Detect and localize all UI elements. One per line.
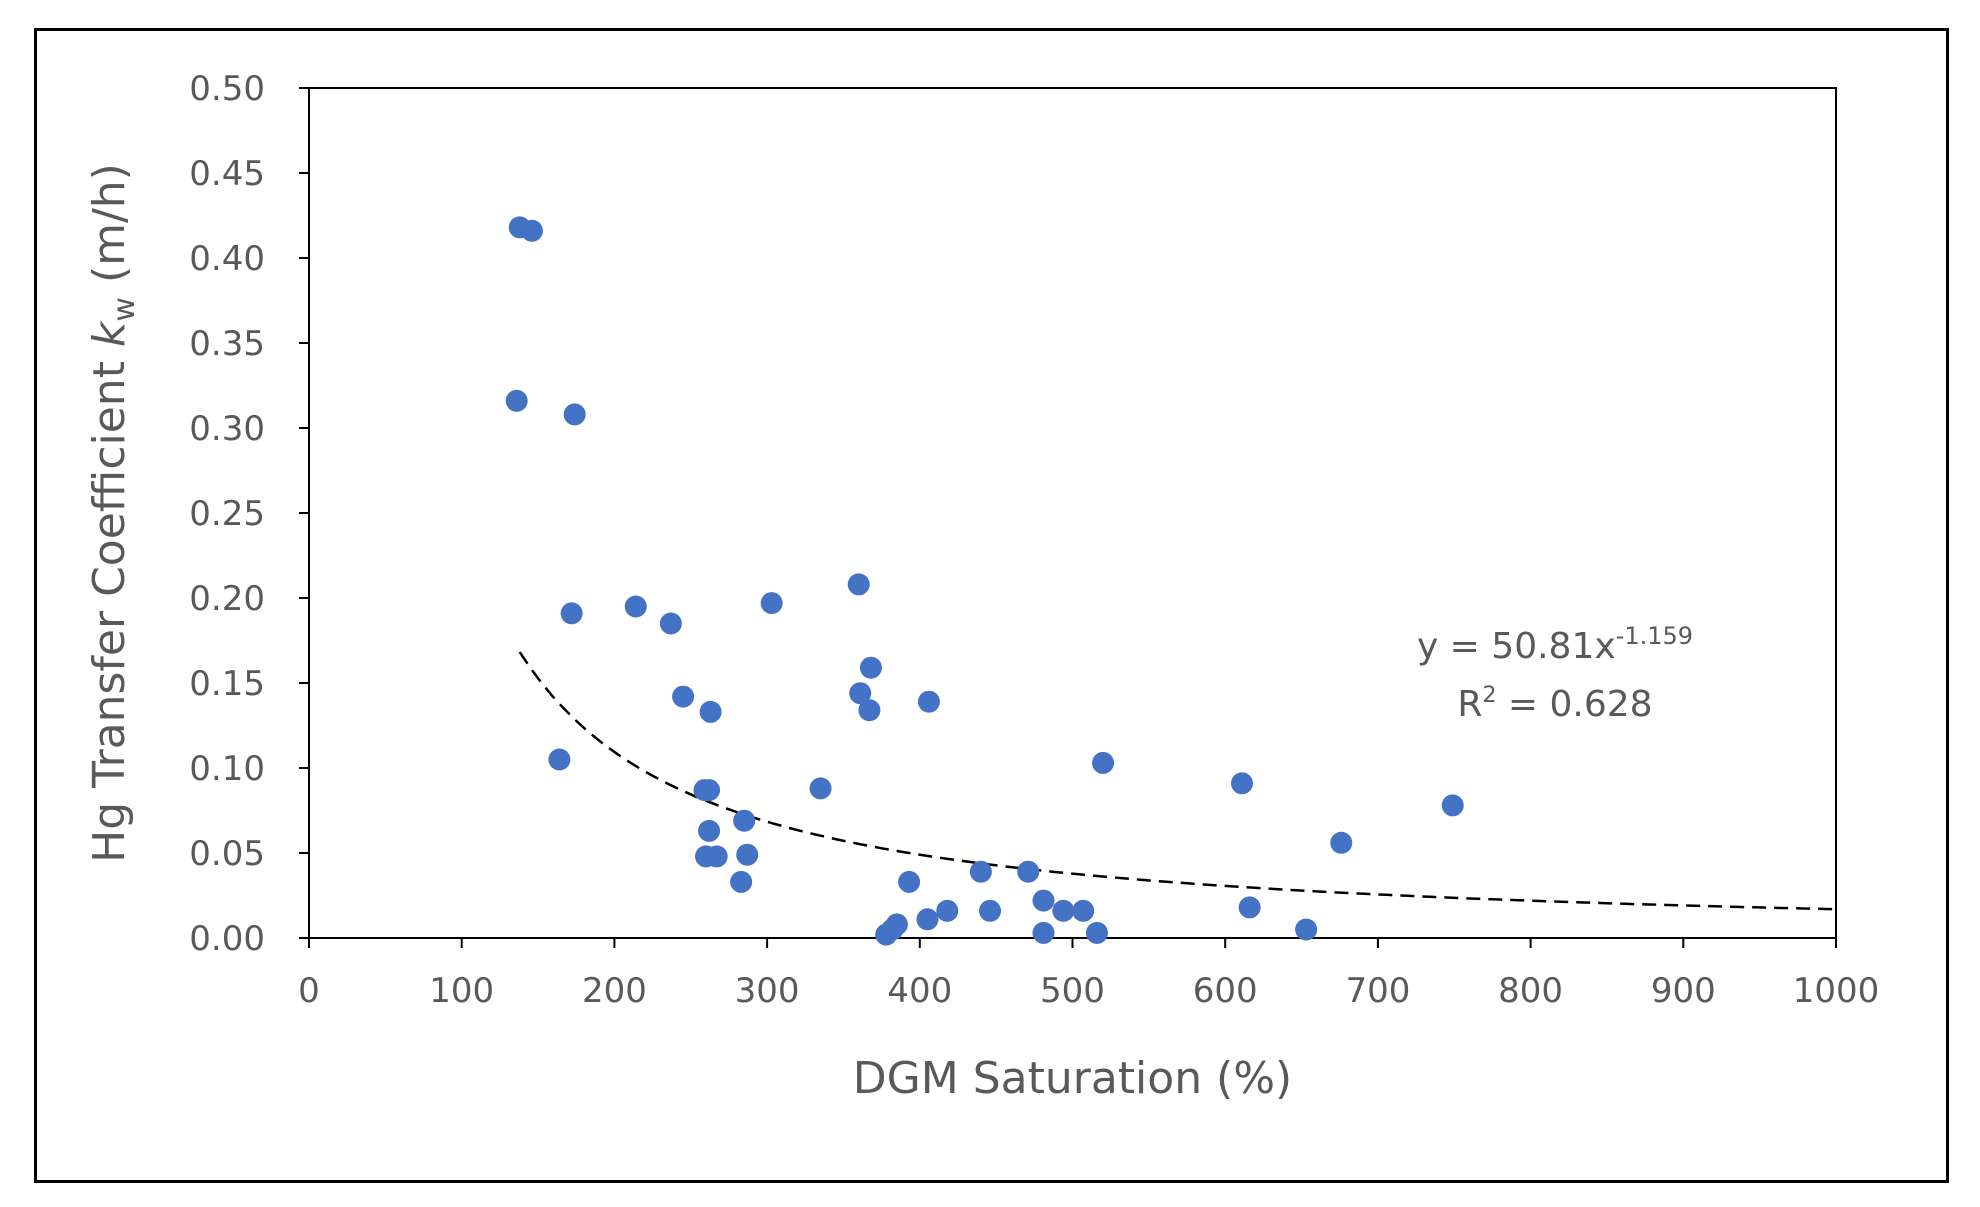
data-point [698, 819, 721, 842]
y-tick-label: 0.10 [189, 749, 265, 789]
y-tick-label: 0.20 [189, 579, 265, 619]
y-axis-title-symbol: k [84, 320, 135, 347]
equation-base: y = 50.81x [1417, 626, 1616, 667]
data-point [520, 219, 543, 242]
data-point [563, 403, 586, 426]
data-point [1017, 860, 1040, 883]
y-tick-label: 0.00 [189, 919, 265, 959]
data-point [916, 908, 939, 931]
x-tick-label: 100 [429, 971, 494, 1011]
data-point [505, 389, 528, 412]
x-tick-label: 0 [298, 971, 320, 1011]
x-tick-label: 600 [1193, 971, 1258, 1011]
data-point [733, 809, 756, 832]
r2-exponent: 2 [1482, 683, 1496, 708]
chart-frame [34, 28, 1949, 1183]
x-tick-label: 400 [887, 971, 952, 1011]
data-point [672, 685, 695, 708]
data-point [699, 700, 722, 723]
data-point [1052, 899, 1075, 922]
data-point [809, 777, 832, 800]
y-tick-label: 0.35 [189, 324, 265, 364]
data-point [659, 612, 682, 635]
data-point [624, 595, 647, 618]
data-point [969, 860, 992, 883]
plot-area [308, 87, 1837, 939]
x-tick-label: 500 [1040, 971, 1105, 1011]
data-point [1238, 896, 1261, 919]
data-point [1092, 751, 1115, 774]
data-point [885, 913, 908, 936]
x-axis-title: DGM Saturation (%) [853, 1053, 1292, 1104]
y-tick-label: 0.05 [189, 834, 265, 874]
r-squared-label: R2 = 0.628 [1457, 683, 1652, 725]
trendline-equation: y = 50.81x-1.159 [1417, 622, 1693, 667]
data-point [847, 573, 870, 596]
data-point [917, 690, 940, 713]
data-point [548, 748, 571, 771]
y-tick-label: 0.25 [189, 494, 265, 534]
data-point [1032, 889, 1055, 912]
y-tick-label: 0.50 [189, 69, 265, 109]
y-tick-label: 0.45 [189, 154, 265, 194]
data-point [1072, 899, 1095, 922]
data-point [736, 843, 759, 866]
x-tick-label: 200 [582, 971, 647, 1011]
y-axis-title-subscript: w [107, 297, 142, 322]
y-tick-label: 0.40 [189, 239, 265, 279]
y-axis-title-suffix: (m/h) [84, 163, 135, 297]
data-point [1295, 918, 1318, 941]
y-tick-label: 0.15 [189, 664, 265, 704]
y-tick-labels: 0.00 0.05 0.10 0.15 0.20 0.25 0.30 0.35 0.40 0.45… [189, 69, 265, 959]
data-point [760, 592, 783, 615]
data-point [1230, 772, 1253, 795]
data-point [698, 779, 721, 802]
x-tick-label: 1000 [1793, 971, 1880, 1011]
equation-exponent: -1.159 [1616, 622, 1693, 650]
data-point [1032, 921, 1055, 944]
x-tick-labels: 0 100 200 300 400 500 600 700 800 900 1000 [298, 971, 1879, 1011]
data-point [849, 682, 872, 705]
data-point [1441, 794, 1464, 817]
data-point [858, 699, 881, 722]
y-tick-label: 0.30 [189, 409, 265, 449]
data-point [560, 602, 583, 625]
data-points [505, 216, 1464, 946]
data-point [898, 870, 921, 893]
data-point [859, 656, 882, 679]
data-point [979, 899, 1002, 922]
tick-marks [299, 87, 1837, 948]
data-point [730, 870, 753, 893]
y-axis-title-prefix: Hg Transfer Coefficient [84, 347, 135, 863]
r2-base: R [1457, 684, 1482, 725]
x-tick-label: 300 [735, 971, 800, 1011]
data-point [1330, 831, 1353, 854]
x-tick-label: 800 [1498, 971, 1563, 1011]
r2-value: = 0.628 [1496, 684, 1652, 725]
data-point [1085, 921, 1108, 944]
y-axis-title: Hg Transfer Coefficient kw (m/h) [84, 163, 142, 863]
data-point [705, 845, 728, 868]
x-tick-label: 700 [1345, 971, 1410, 1011]
data-point [936, 899, 959, 922]
x-tick-label: 900 [1651, 971, 1716, 1011]
